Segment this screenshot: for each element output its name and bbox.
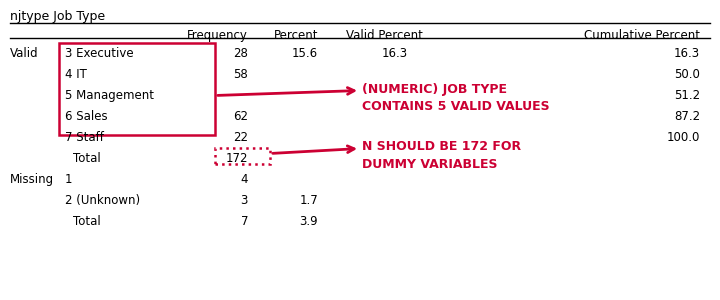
Text: Valid: Valid	[10, 47, 39, 60]
Text: 6 Sales: 6 Sales	[65, 110, 107, 123]
Text: 16.3: 16.3	[674, 47, 700, 60]
Text: (NUMERIC) JOB TYPE
CONTAINS 5 VALID VALUES: (NUMERIC) JOB TYPE CONTAINS 5 VALID VALU…	[362, 82, 549, 112]
Text: 87.2: 87.2	[674, 110, 700, 123]
Text: 1.7: 1.7	[300, 194, 318, 207]
Text: Valid Percent: Valid Percent	[346, 29, 423, 42]
Bar	[215, 148, 270, 164]
Text: 4 IT: 4 IT	[65, 68, 87, 81]
Text: 58: 58	[233, 68, 248, 81]
Text: Total: Total	[73, 152, 101, 165]
Text: Percent: Percent	[274, 29, 318, 42]
Text: 3.9: 3.9	[300, 215, 318, 228]
Text: 51.2: 51.2	[674, 89, 700, 102]
Text: 100.0: 100.0	[667, 131, 700, 144]
Text: 5 Management: 5 Management	[65, 89, 154, 102]
Text: 3 Executive: 3 Executive	[65, 47, 134, 60]
Text: 4: 4	[240, 173, 248, 186]
Text: 7: 7	[240, 215, 248, 228]
Text: N SHOULD BE 172 FOR
DUMMY VARIABLES: N SHOULD BE 172 FOR DUMMY VARIABLES	[362, 140, 521, 170]
Text: 1: 1	[65, 173, 73, 186]
Text: Total: Total	[73, 215, 101, 228]
Text: 172: 172	[225, 152, 248, 165]
Text: Missing: Missing	[10, 173, 54, 186]
Text: 28: 28	[233, 47, 248, 60]
Text: 22: 22	[233, 131, 248, 144]
Text: 50.0: 50.0	[674, 68, 700, 81]
Text: 16.3: 16.3	[382, 47, 408, 60]
Text: 7 Staff: 7 Staff	[65, 131, 104, 144]
Text: 62: 62	[233, 110, 248, 123]
Text: Frequency: Frequency	[187, 29, 248, 42]
Text: 3: 3	[240, 194, 248, 207]
Text: njtype Job Type: njtype Job Type	[10, 10, 105, 23]
Text: Cumulative Percent: Cumulative Percent	[584, 29, 700, 42]
Text: 15.6: 15.6	[292, 47, 318, 60]
Text: 2 (Unknown): 2 (Unknown)	[65, 194, 140, 207]
Bar	[59, 43, 215, 135]
